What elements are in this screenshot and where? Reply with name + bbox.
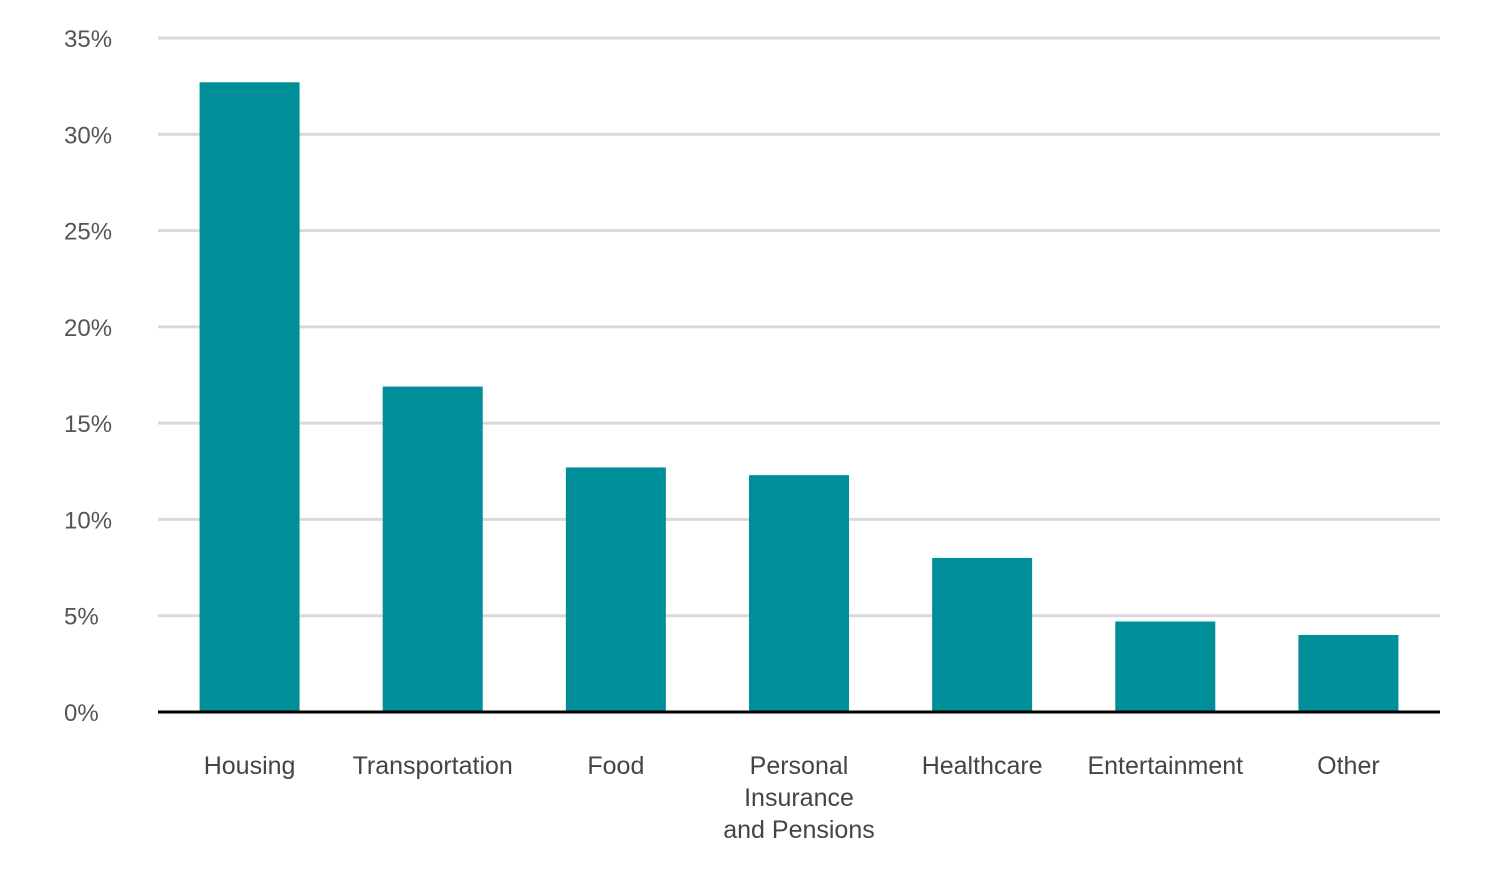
bar (565, 467, 666, 712)
bars (199, 82, 1399, 712)
y-tick-label: 35% (64, 26, 112, 53)
x-tick-label: Other (1317, 752, 1380, 780)
bar (199, 82, 300, 712)
y-tick-label: 10% (64, 507, 112, 534)
y-tick-label: 5% (64, 604, 99, 631)
x-tick-label: Housing (204, 752, 296, 780)
gridlines (158, 36, 1440, 618)
bar (1298, 634, 1399, 712)
bar (1115, 621, 1216, 712)
bar (749, 475, 849, 712)
x-axis-labels: Housing Transportation Food Personal Insuran… (204, 752, 1380, 844)
bar (932, 557, 1033, 712)
x-tick-label: Personal Insurance and Pensions (723, 752, 875, 844)
y-tick-label: 0% (64, 700, 99, 727)
y-tick-label: 30% (64, 122, 112, 149)
y-tick-label: 20% (64, 315, 112, 342)
x-tick-label: Entertainment (1087, 752, 1243, 780)
y-tick-label: 15% (64, 411, 112, 438)
x-tick-label: Healthcare (922, 752, 1043, 780)
x-tick-label: Food (587, 752, 644, 780)
y-tick-label: 25% (64, 219, 112, 246)
bar (382, 386, 483, 712)
x-tick-label: Transportation (353, 752, 513, 780)
y-axis-ticks: 0% 5% 10% 15% 20% 25% 30% 35% (64, 26, 112, 727)
